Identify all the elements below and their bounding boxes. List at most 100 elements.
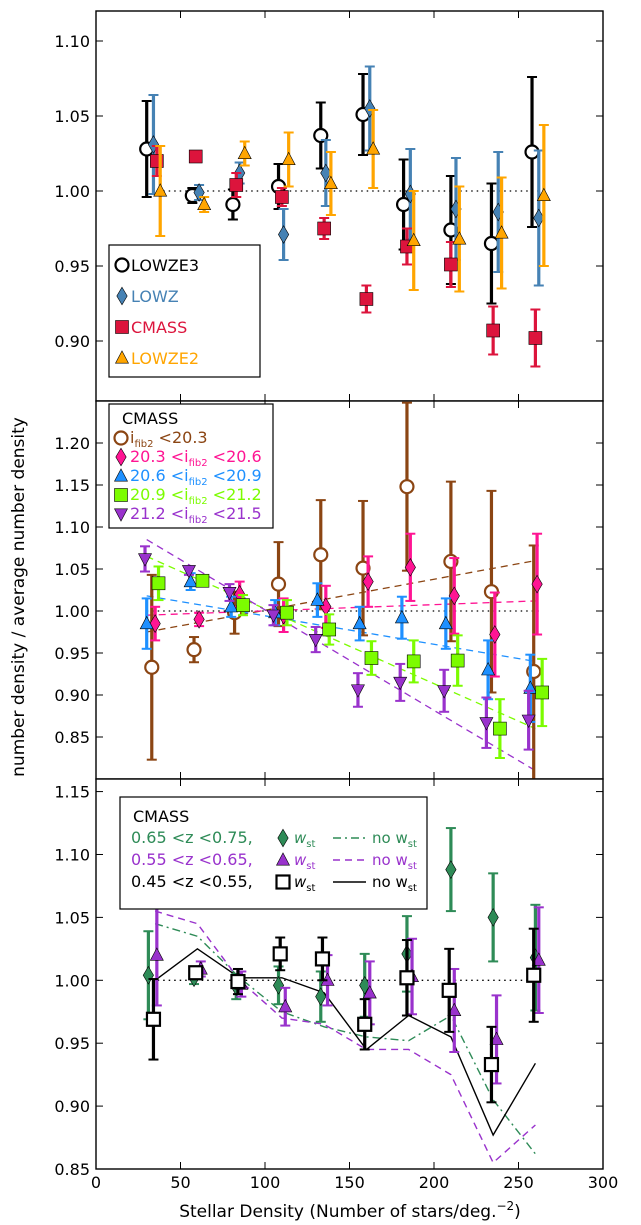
x-axis-label-close: ) <box>514 1202 521 1222</box>
legend-label-part: 20.6 <i <box>130 466 189 485</box>
legend-wst-label: wst <box>294 851 315 872</box>
legend-marker <box>275 874 291 890</box>
legend-nowst-sub: st <box>408 883 417 894</box>
data-point <box>406 232 421 246</box>
y-tick-label: 0.95 <box>54 257 90 276</box>
data-point <box>310 592 325 606</box>
data-point <box>350 684 365 698</box>
panels: 0.900.951.001.051.10LOWZE3LOWZCMASSLOWZE… <box>54 10 619 1192</box>
data-point <box>486 323 500 338</box>
legend-label-sub: fib2 <box>189 477 208 488</box>
data-point <box>395 196 412 213</box>
y-tick-label: 1.05 <box>54 107 90 126</box>
data-point <box>272 946 288 962</box>
fit-line-1 <box>146 600 536 616</box>
data-point <box>272 975 285 995</box>
series-0 <box>139 73 540 305</box>
legend-label: LOWZ <box>131 287 179 306</box>
legend-marker <box>114 257 130 273</box>
legend-label: LOWZE3 <box>131 256 199 275</box>
data-point <box>533 208 545 228</box>
legend-wst-label: wst <box>294 873 315 894</box>
data-point <box>225 196 241 213</box>
legend-marker <box>114 488 128 502</box>
legend-label-sub: fib2 <box>134 439 153 450</box>
legend-label-part: <20.6 <box>208 447 262 466</box>
legend-wst-part: w <box>294 873 307 891</box>
legend-marker <box>277 828 289 848</box>
data-point <box>493 721 507 736</box>
data-point <box>536 187 551 201</box>
legend-marker <box>276 852 290 866</box>
x-tick-label: 150 <box>334 1173 365 1192</box>
no-wst-line-0 <box>154 923 536 1155</box>
fit-line-4 <box>146 539 536 772</box>
legend-label-part: 21.2 <i <box>130 504 189 523</box>
legend-box <box>108 244 261 378</box>
legend-wst-part: w <box>294 829 307 847</box>
x-tick-label: 200 <box>419 1173 450 1192</box>
fit-line-3 <box>146 555 536 730</box>
data-point <box>357 1016 373 1032</box>
legend-title: CMASS <box>122 409 178 428</box>
data-point <box>188 149 203 164</box>
x-tick-label: 300 <box>588 1173 619 1192</box>
legend-wst-sub: st <box>306 861 315 872</box>
y-tick-label: 0.85 <box>54 728 90 747</box>
data-point <box>222 587 237 601</box>
legend-label: 21.2 <ifib2 <21.5 <box>130 504 262 526</box>
data-point <box>479 717 494 731</box>
data-point <box>521 714 536 728</box>
legend-nowst-label: no wst <box>372 829 417 850</box>
data-point <box>314 951 331 967</box>
data-point <box>483 235 500 252</box>
data-point <box>278 225 290 244</box>
series-2 <box>145 927 542 1104</box>
data-point <box>450 653 465 668</box>
data-point <box>481 662 496 676</box>
data-point <box>138 553 153 567</box>
data-point <box>406 654 421 669</box>
fit-line-2 <box>146 595 536 663</box>
y-tick-label: 0.95 <box>54 644 90 663</box>
x-axis-label-main: Stellar Density (Number of stars/deg. <box>179 1202 496 1222</box>
data-point <box>230 973 246 990</box>
legend-label: 0.45 <z <0.55, <box>131 872 253 891</box>
data-point <box>181 565 196 579</box>
legend-label-part: i <box>130 428 134 447</box>
data-point <box>266 609 281 623</box>
data-point <box>236 598 250 612</box>
data-point <box>362 985 377 999</box>
legend-label: 0.55 <z <0.65, <box>131 850 253 869</box>
data-point <box>399 479 415 495</box>
no-wst-line-2 <box>154 947 537 1137</box>
data-point <box>531 952 546 966</box>
legend-wst-part: w <box>294 851 307 869</box>
legend-label-part: <21.5 <box>208 504 262 523</box>
legend-marker <box>116 286 128 306</box>
data-point <box>404 557 416 577</box>
data-point <box>352 615 367 630</box>
x-tick-label: 100 <box>250 1173 281 1192</box>
data-point <box>139 615 154 630</box>
legend-nowst-label: no wst <box>372 873 417 894</box>
data-point <box>320 163 332 183</box>
y-tick-label: 1.05 <box>54 908 90 927</box>
chart-panel-bottom: 0.85 0.90 0.95 1.00 1.05 1.10 1.15 0 50 100 150 200… <box>54 778 619 1192</box>
y-tick-label: 1.15 <box>54 783 90 802</box>
legend-wst-sub: st <box>306 839 315 850</box>
legend-label-sub: fib2 <box>189 496 208 507</box>
legend-label: 0.65 <z <0.75, <box>131 828 253 847</box>
y-tick-label: 1.15 <box>54 476 90 495</box>
data-point <box>278 998 293 1013</box>
data-point <box>393 676 408 691</box>
y-tick-label: 1.00 <box>54 971 90 990</box>
legend-title: CMASS <box>133 807 189 826</box>
data-point <box>183 573 198 588</box>
data-point <box>445 860 457 879</box>
series-4 <box>138 545 536 751</box>
data-point <box>313 127 329 144</box>
chart-panel-middle: 0.850.900.951.001.051.101.151.20CMASSifi… <box>54 400 604 799</box>
